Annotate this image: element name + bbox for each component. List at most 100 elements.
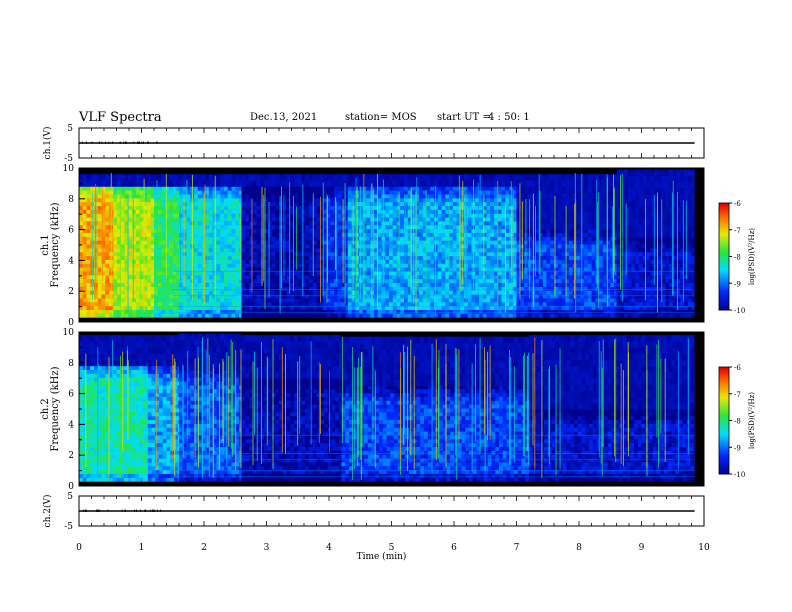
ch1-spectrogram-cell-seg6 (419, 278, 424, 284)
ch1-spectrogram-cell-seg6 (437, 301, 442, 307)
ch1-spectrogram-cell-seg3 (216, 286, 221, 291)
ch1-spectrogram-cell-seg1 (147, 190, 152, 195)
ch1-spectrogram-cell-seg4 (256, 278, 261, 284)
ch1-spectrogram-cell-seg6 (486, 186, 491, 191)
ch1-spectrogram-cell-seg4 (256, 294, 261, 299)
ch1-spectrogram-cell-seg2 (157, 278, 162, 284)
ch1-spectrogram-cell-seg0 (86, 305, 91, 310)
ch1-spectrogram-cell-seg4 (290, 244, 295, 249)
ch1-spectrogram-cell-seg7 (557, 236, 562, 241)
ch1-spectrogram-cell-seg3 (179, 282, 184, 287)
ch1-spectrogram-cell-seg0 (86, 209, 91, 214)
ch1-spectrogram-cell-seg7 (550, 286, 555, 291)
ch1-spectrogram-cell-seg1 (147, 236, 152, 241)
ch1-spectrogram-cell-seg1 (147, 251, 152, 257)
ch1-spectrogram-cell-seg4 (241, 267, 246, 272)
ch1-spectrogram-cell-seg4 (297, 286, 302, 291)
ch1-spectrogram-cell-seg4 (279, 240, 284, 245)
ch1-spectrogram-cell-seg6 (452, 301, 457, 307)
ch1-spectrogram-cell-seg4 (271, 190, 276, 195)
ch1-spectrogram-cell-seg6 (377, 282, 382, 287)
ch1-spectrogram-cell-seg4 (309, 248, 314, 253)
ch1-spectrogram-cell-seg6 (370, 301, 375, 307)
ch1-spectrogram-cell-seg6 (449, 305, 454, 310)
ch1-spectrogram-cell-seg0 (101, 228, 106, 233)
ch1-spectrogram-cell-seg4 (286, 198, 291, 203)
ch1-spectrogram-cell-seg2 (176, 240, 180, 245)
ch1-spectrogram-cell-seg2 (169, 294, 174, 299)
ch1-spectrogram-cell-seg3 (194, 255, 199, 260)
ch1-spectrogram-cell-seg6 (430, 313, 435, 318)
ch1-spectrogram-cell-seg6 (475, 213, 480, 218)
ch1-spectrogram-cell-seg0 (86, 217, 91, 222)
ch1-spectrogram-cell-seg2 (172, 286, 177, 291)
ch1-spectrogram-cell-seg6 (482, 213, 487, 218)
ch1-spectrogram-cell-seg0 (112, 309, 114, 314)
ch1-spectrogram-cell-seg4 (271, 298, 276, 303)
ch1-spectrogram-cell-seg6 (479, 275, 484, 280)
ch1-spectrogram-cell-seg4 (245, 275, 250, 280)
ch1-spectrogram-cell-seg7 (520, 174, 525, 181)
ch1-spectrogram-cell-seg0 (105, 267, 110, 272)
ch1-spectrogram-cell-seg6 (400, 190, 405, 195)
ch1-spectrogram-cell-seg3 (194, 236, 199, 241)
ch1-spectrogram-cell-seg7 (516, 223, 521, 230)
ch1-spectrogram-cell-seg3 (205, 282, 210, 287)
ch1-spectrogram-cell-seg0 (112, 240, 114, 245)
ch1-spectrogram-cell-seg3 (197, 232, 202, 237)
ch1-spectrogram-cell-seg6 (419, 301, 424, 307)
ch1-spectrogram-cell-seg3 (197, 205, 202, 210)
ch1-spectrogram-cell-seg6 (494, 174, 499, 181)
ch1-spectrogram-cell-seg5 (337, 298, 342, 303)
ch1-spectrogram-cell-seg5 (330, 180, 335, 187)
ch1-spectrogram-cell-seg4 (320, 267, 324, 272)
ch1-spectrogram-cell-seg4 (294, 194, 299, 199)
ch1-spectrogram-cell-seg6 (490, 221, 495, 226)
ch1-spectrogram-cell-seg7 (539, 282, 544, 287)
ch1-spectrogram-cell-seg0 (112, 313, 114, 318)
ch1-spectrogram-cell-seg4 (241, 271, 246, 276)
ch1-spectrogram-cell-seg4 (286, 224, 291, 230)
ch1-spectrogram-cell-seg7 (557, 259, 562, 264)
ch1-spectrogram-cell-seg1 (117, 290, 122, 295)
ch1-spectrogram-cell-seg2 (176, 198, 180, 203)
ch1-spectrogram-cell-seg6 (497, 271, 502, 276)
ch1-spectrogram-cell-seg1 (143, 267, 148, 272)
ch1-spectrogram-cell-seg4 (252, 232, 257, 237)
ch1-spectrogram-cell-seg6 (501, 174, 506, 181)
ch1-spectrogram-cell-seg0 (82, 205, 87, 210)
ch1-spectrogram-cell-seg3 (197, 305, 202, 310)
ch1-spectrogram-cell-seg6 (389, 221, 394, 226)
ch1-spectrogram-cell-seg0 (105, 263, 110, 268)
ch1-spectrogram-cell-seg0 (79, 228, 84, 233)
ch1-spectrogram-cell-seg4 (279, 236, 284, 241)
ch1-spectrogram-cell-seg5 (341, 174, 346, 181)
ch1-spectrogram-cell-seg6 (460, 198, 465, 203)
ch1-spectrogram-cell-seg4 (267, 248, 272, 253)
ch1-spectrogram-cell-seg3 (201, 228, 206, 233)
ch1-spectrogram-cell-seg7 (542, 240, 547, 245)
ch1-spectrogram-cell-seg6 (475, 251, 480, 257)
ch1-spectrogram-cell-seg4 (290, 309, 295, 314)
ch1-spectrogram-cell-seg7 (565, 309, 570, 314)
ch1-spectrogram-cell-seg2 (161, 267, 166, 272)
ch1-spectrogram-cell-seg5 (326, 298, 331, 303)
ch1-spectrogram-cell-seg5 (322, 213, 327, 218)
ch1-spectrogram-cell-seg7 (539, 244, 544, 249)
ch1-spectrogram-cell-seg6 (359, 298, 364, 303)
ch1-spectrogram-cell-seg6 (392, 255, 397, 260)
ch1-spectrogram-cell-seg0 (105, 232, 110, 237)
ch1-spectrogram-cell-seg7 (516, 301, 521, 307)
ch1-spectrogram-cell-seg1 (124, 298, 129, 303)
ch1-spectrogram-cell-seg3 (235, 278, 240, 284)
ch1-spectrogram-cell-seg7 (516, 244, 521, 249)
ch1-spectrogram-cell-seg6 (407, 217, 412, 222)
ch1-spectrogram-cell-seg3 (227, 313, 232, 318)
ch1-spectrogram-cell-seg6 (437, 298, 442, 303)
ch1-spectrogram-cell-seg3 (227, 240, 232, 245)
ch1-spectrogram-cell-seg6 (366, 217, 371, 222)
ch1-spectrogram-cell-seg4 (294, 209, 299, 214)
ch1-spectrogram-cell-seg5 (326, 205, 331, 210)
ch1-spectrogram-cell-seg4 (282, 240, 287, 245)
ch1-spectrogram-cell-seg4 (264, 224, 269, 230)
